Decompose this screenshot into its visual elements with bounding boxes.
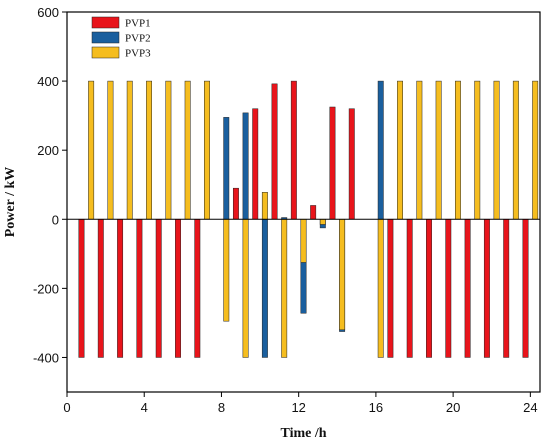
y-tick-label: -400 <box>33 350 59 365</box>
bar-pvp1 <box>445 219 452 358</box>
legend-swatch-pvp3 <box>91 46 120 59</box>
bar-pvp3 <box>377 219 384 358</box>
bar-pvp1 <box>387 219 394 358</box>
y-axis-title: Power / kW <box>3 167 18 238</box>
y-tick-label: 400 <box>37 74 59 89</box>
bar-pvp3 <box>88 80 95 220</box>
bar-pvp1 <box>290 80 297 220</box>
y-tick-label: 0 <box>52 212 59 227</box>
bar-pvp3 <box>319 219 326 225</box>
bar-pvp3 <box>223 219 230 322</box>
x-tick-label: 12 <box>291 400 305 415</box>
bar-pvp3 <box>204 80 210 220</box>
bar-pvp1 <box>522 219 529 358</box>
bar-pvp1 <box>78 219 85 358</box>
bar-pvp3 <box>281 219 288 358</box>
bar-pvp1 <box>252 108 259 220</box>
bar-pvp3 <box>184 80 191 220</box>
bar-pvp1 <box>503 219 510 358</box>
bar-pvp3 <box>493 80 500 220</box>
x-tick-label: 4 <box>141 400 148 415</box>
bar-pvp3 <box>532 80 539 220</box>
bar-pvp1 <box>483 219 490 358</box>
x-tick-label: 8 <box>218 400 225 415</box>
bars-layer <box>78 80 539 358</box>
bar-pvp2 <box>261 219 268 358</box>
bar-pvp1 <box>406 219 413 358</box>
bar-pvp3 <box>107 80 114 220</box>
bar-pvp1 <box>329 106 336 220</box>
bar-pvp3 <box>435 80 442 220</box>
bar-pvp3 <box>165 80 172 220</box>
bar-pvp1 <box>426 219 432 358</box>
bar-pvp1 <box>194 219 201 358</box>
x-tick-label: 0 <box>63 400 70 415</box>
bar-pvp1 <box>175 219 181 358</box>
bar-pvp2 <box>377 80 384 220</box>
x-tick-label: 16 <box>369 400 383 415</box>
bar-pvp1 <box>136 219 143 358</box>
x-axis-title: Time /h <box>280 426 326 441</box>
x-tick-label: 24 <box>523 400 537 415</box>
bar-pvp3 <box>416 80 423 220</box>
bar-pvp1 <box>310 205 317 220</box>
legend: PVP1 PVP2 PVP3 <box>91 16 151 60</box>
legend-swatch-pvp1 <box>91 16 120 29</box>
y-tick-label: 600 <box>37 5 59 20</box>
bar-pvp1 <box>117 219 124 358</box>
ticks-layer: 0 4 8 12 16 20 24 -400 -200 0 200 400 600 <box>33 5 538 415</box>
y-tick-label: 200 <box>37 143 59 158</box>
bar-pvp2 <box>242 112 249 220</box>
bar-pvp3 <box>146 80 153 220</box>
bar-pvp3 <box>512 80 519 220</box>
bar-pvp1 <box>348 108 355 220</box>
legend-label-pvp1: PVP1 <box>125 18 151 30</box>
bar-pvp1 <box>155 219 162 358</box>
bar-pvp3 <box>242 219 249 358</box>
bar-pvp3 <box>126 80 133 220</box>
legend-label-pvp2: PVP2 <box>125 33 151 45</box>
bar-pvp3 <box>300 219 307 263</box>
y-tick-label: -200 <box>33 281 59 296</box>
bar-pvp3 <box>261 192 268 220</box>
bar-pvp2 <box>223 117 230 220</box>
bar-pvp1 <box>97 219 104 358</box>
bar-pvp1 <box>464 219 471 358</box>
bar-pvp3 <box>474 80 481 220</box>
bar-pvp3 <box>339 219 346 331</box>
x-tick-label: 20 <box>446 400 460 415</box>
bar-pvp1 <box>232 187 239 220</box>
bar-pvp3 <box>397 80 403 220</box>
bar-pvp1 <box>271 83 278 220</box>
bar-pvp3 <box>454 80 461 220</box>
plot-frame <box>66 11 541 393</box>
legend-swatch-pvp2 <box>91 31 120 44</box>
legend-label-pvp3: PVP3 <box>125 48 151 60</box>
